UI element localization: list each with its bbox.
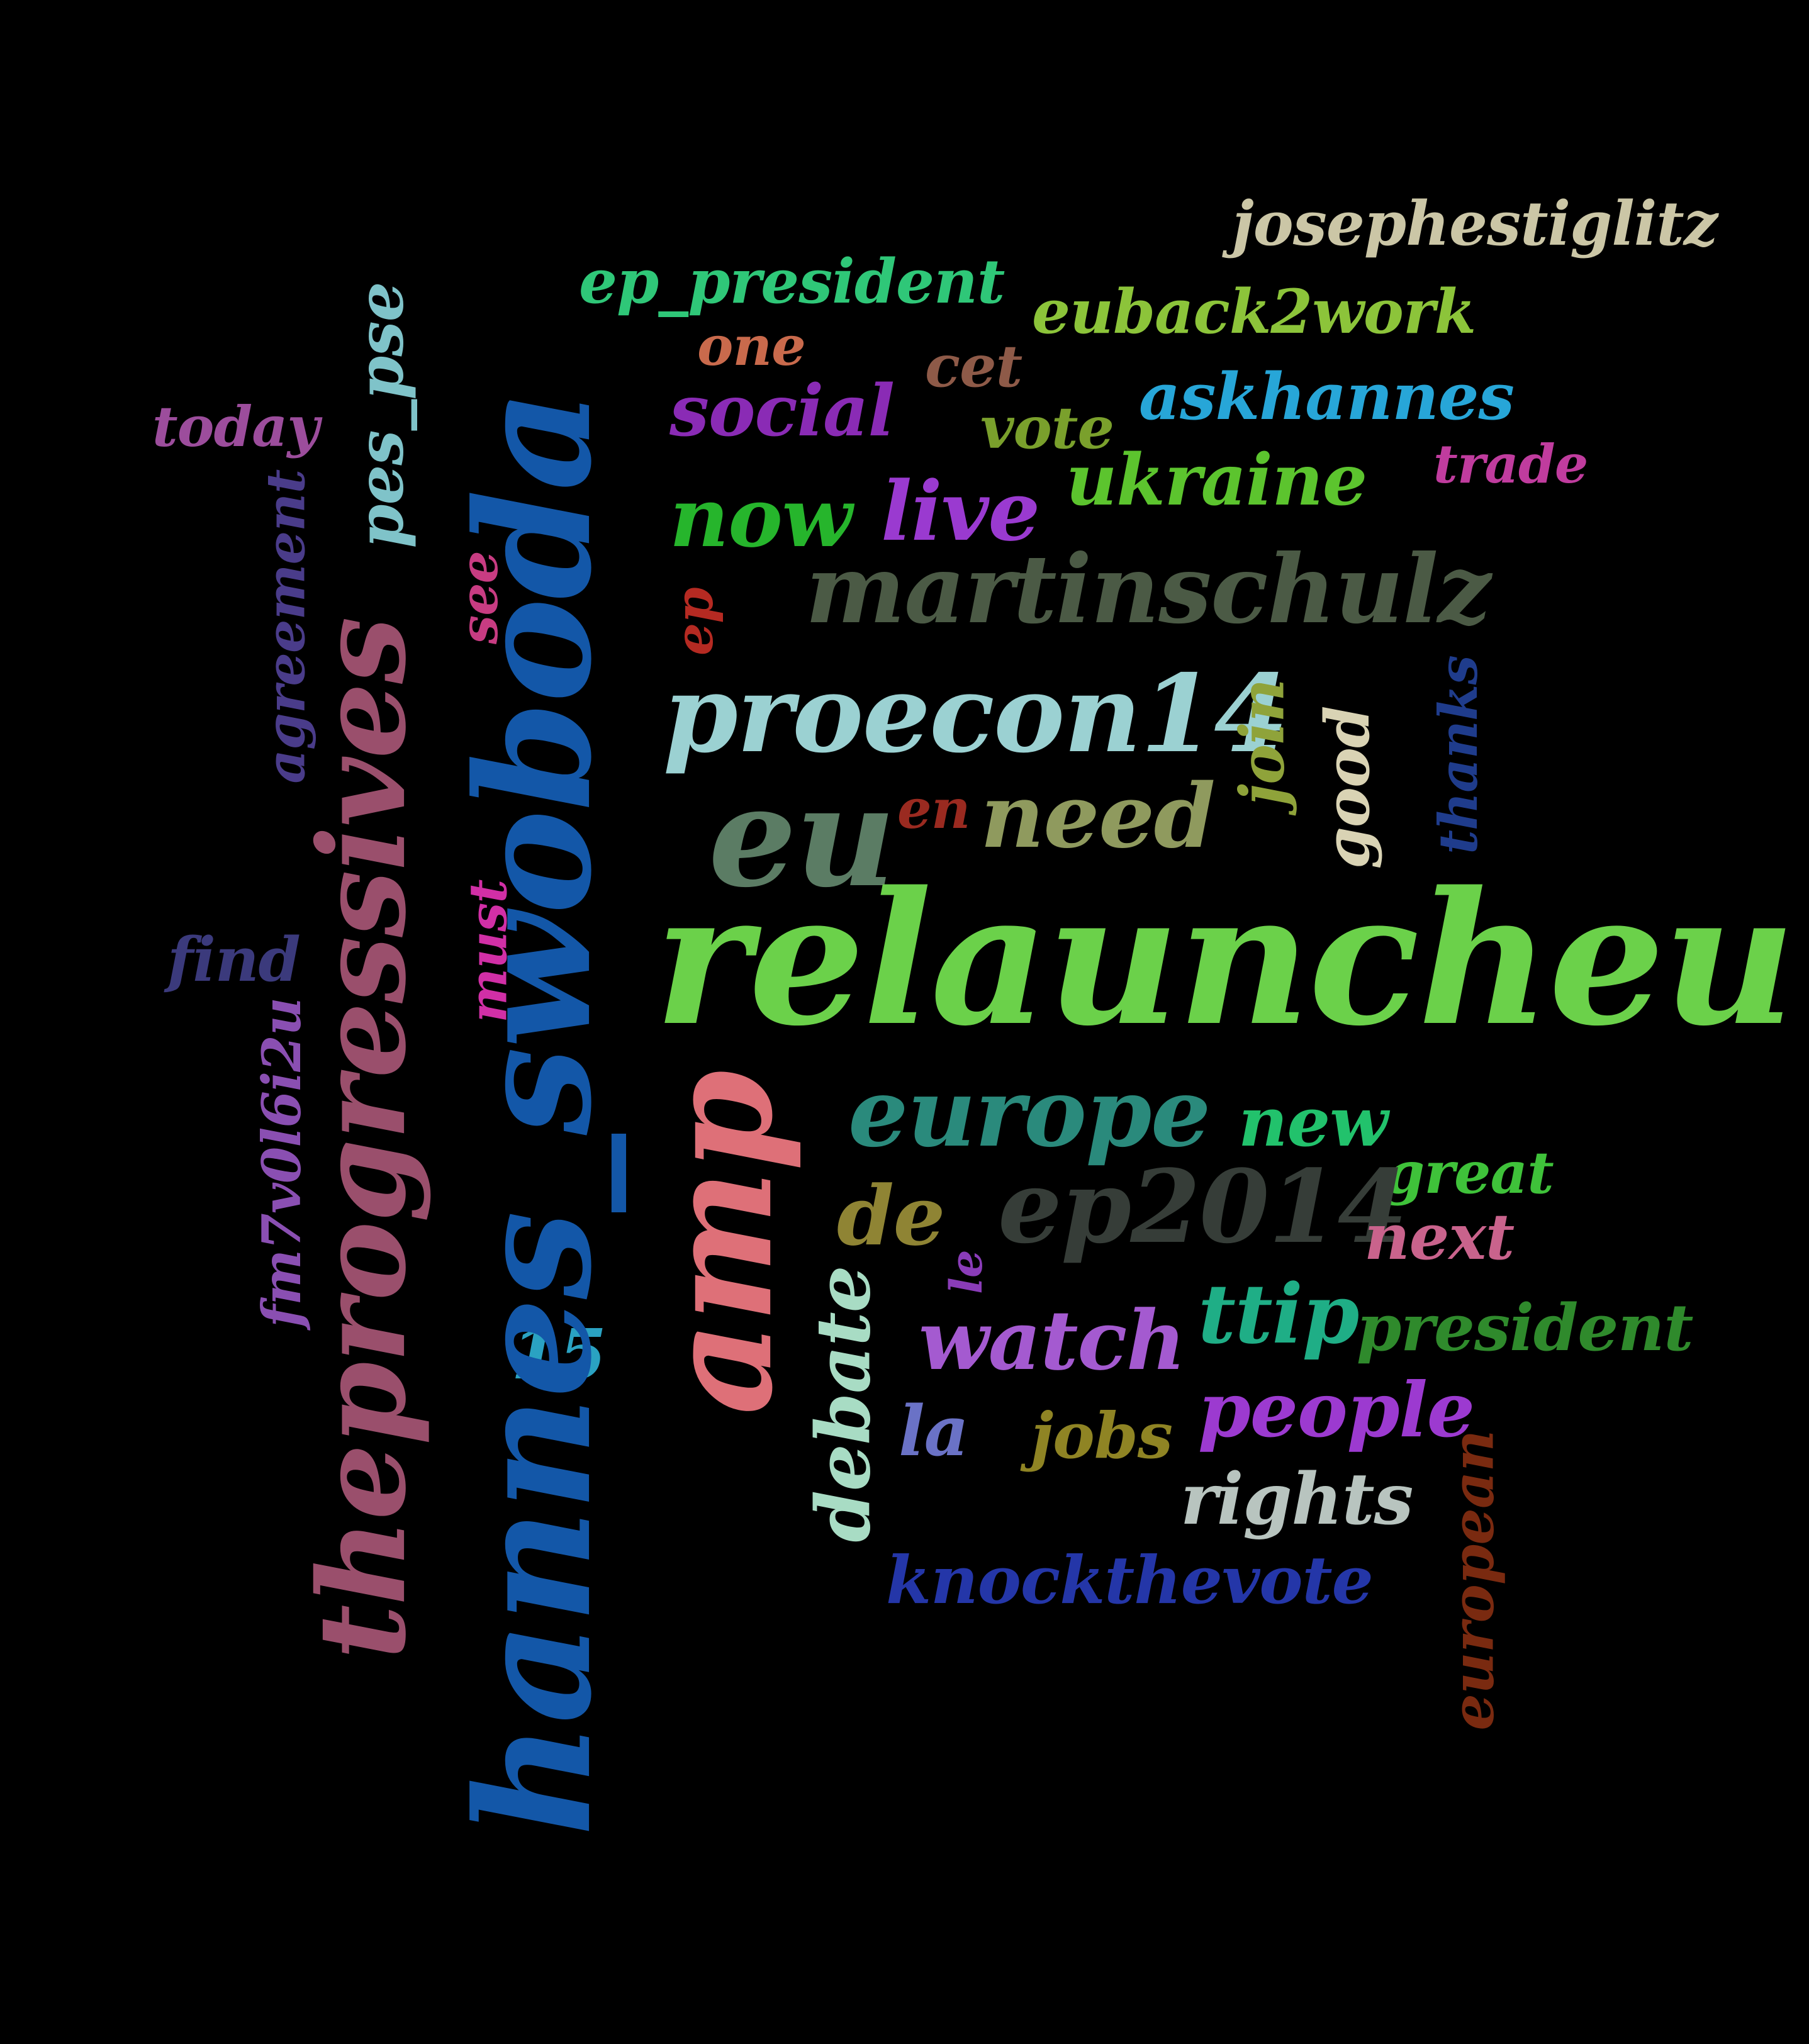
word-today: today bbox=[152, 394, 320, 459]
word-josephestiglitz: josephestiglitz bbox=[1232, 188, 1718, 259]
word-en: en bbox=[897, 778, 970, 841]
word-european: european bbox=[1438, 1430, 1507, 1731]
word-trade: trade bbox=[1433, 433, 1588, 495]
word-debate: debate bbox=[799, 1266, 887, 1543]
word-find: find bbox=[167, 924, 301, 995]
word-fm7v0l6i2u: fm7v0l6i2u bbox=[250, 997, 313, 1328]
word-theprogressives: theprogressives bbox=[292, 617, 433, 1660]
word-knockthevote: knockthevote bbox=[886, 1541, 1374, 1619]
word-martinschulz: martinschulz bbox=[805, 534, 1491, 645]
word-ep-president: ep_president bbox=[579, 246, 1005, 317]
word-15: 15 bbox=[511, 1314, 607, 1395]
word-jobs: jobs bbox=[1031, 1399, 1173, 1473]
word-vote: vote bbox=[980, 394, 1114, 462]
word-ep: ep bbox=[664, 588, 725, 656]
word-now: now bbox=[669, 469, 853, 566]
word-hannes-swoboda: hannes_swoboda bbox=[441, 390, 627, 1837]
word-rights: rights bbox=[1180, 1458, 1413, 1541]
word-good: good bbox=[1312, 706, 1384, 869]
word-social: social bbox=[669, 370, 895, 452]
word-one: one bbox=[697, 315, 806, 378]
word-askhannes: askhannes bbox=[1139, 359, 1515, 435]
word-new: new bbox=[1238, 1083, 1388, 1162]
word-ttip: ttip bbox=[1198, 1266, 1359, 1362]
word-need: need bbox=[980, 765, 1216, 868]
word-relauncheu: relauncheu bbox=[654, 852, 1796, 1066]
word-eu: eu bbox=[708, 755, 896, 918]
word-great: great bbox=[1384, 1139, 1554, 1207]
word-la: la bbox=[899, 1390, 969, 1472]
word-next: next bbox=[1364, 1200, 1515, 1274]
word-proecon14: proecon14 bbox=[663, 651, 1288, 777]
word-ukraine: ukraine bbox=[1066, 439, 1367, 522]
word-thanks: thanks bbox=[1426, 656, 1489, 854]
word-amp: amp bbox=[635, 1071, 805, 1416]
word-live: live bbox=[881, 463, 1040, 559]
word-cet: cet bbox=[925, 332, 1022, 400]
word-people: people bbox=[1198, 1366, 1475, 1455]
word-watch: watch bbox=[919, 1292, 1186, 1388]
word-euback2work: euback2work bbox=[1032, 276, 1476, 347]
word-europe: europe bbox=[848, 1058, 1211, 1168]
word-pes-pse: pes_pse bbox=[342, 282, 417, 549]
word-le: le bbox=[939, 1250, 992, 1294]
word-must: must bbox=[458, 880, 519, 1023]
word-join: join bbox=[1226, 679, 1298, 806]
word-president: president bbox=[1357, 1290, 1693, 1366]
word-de: de bbox=[837, 1168, 945, 1264]
word-ep2014: ep2014 bbox=[998, 1148, 1408, 1266]
